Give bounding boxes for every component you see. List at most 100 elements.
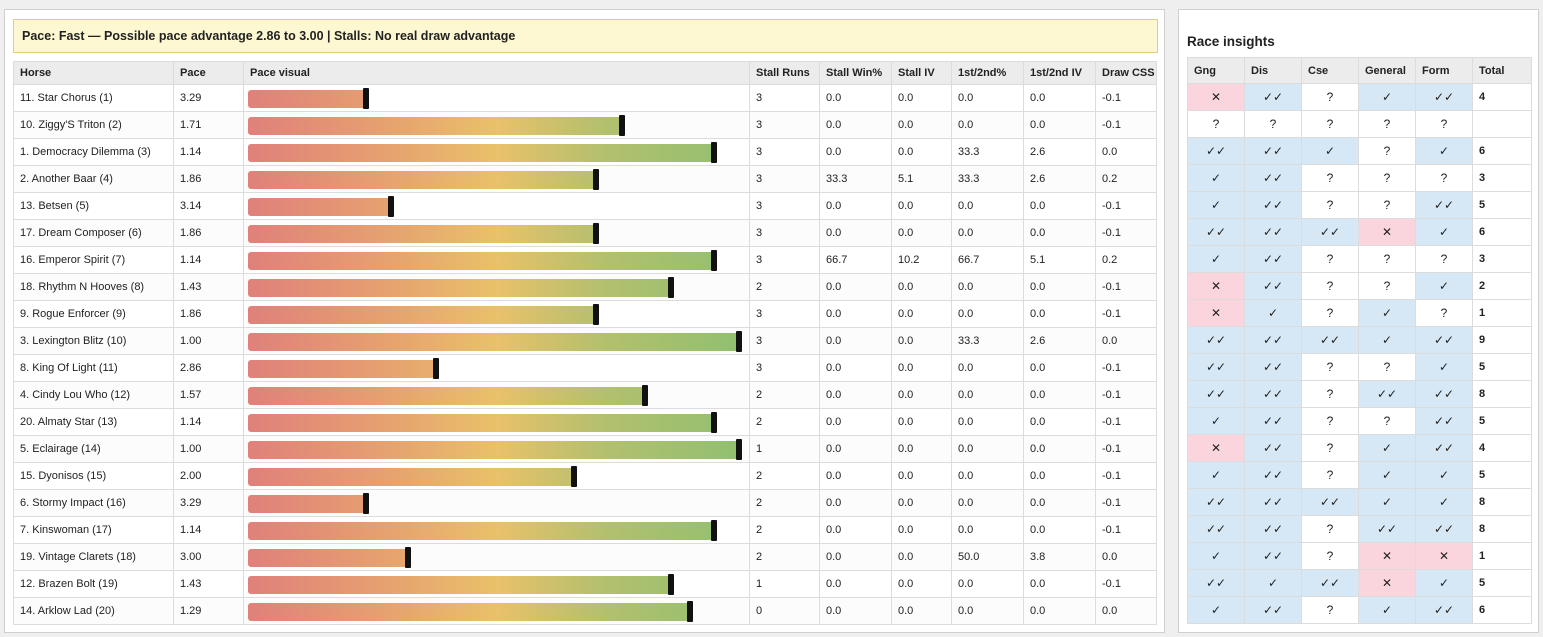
insight-form: ✓✓	[1415, 191, 1473, 219]
table-row[interactable]: 1. Democracy Dilemma (3) 1.14 3 0.0 0.0 33.3 2…	[13, 138, 1157, 166]
first-second: 50.0	[951, 543, 1024, 571]
stall-runs: 3	[749, 354, 820, 382]
pace-bar-track	[248, 168, 745, 190]
pace-value: 1.14	[173, 516, 244, 544]
col-stall-runs[interactable]: Stall Runs	[749, 61, 820, 85]
horse-name: 19. Vintage Clarets (18)	[13, 543, 174, 571]
table-row[interactable]: 12. Brazen Bolt (19) 1.43 1 0.0 0.0 0.0 0.0 -0.…	[13, 570, 1157, 598]
insights-row[interactable]: ✕ ✓✓? ✓ ✓✓ 4	[1187, 83, 1532, 111]
pace-bar-track	[248, 600, 745, 622]
insights-row[interactable]: ✓✓ ✓✓ ✓? ✓ 6	[1187, 137, 1532, 165]
col-cse[interactable]: Cse	[1301, 57, 1359, 84]
pace-visual-cell	[243, 327, 750, 355]
insights-row[interactable]: ✓✓ ✓✓ ✓✓ ✓ ✓ 8	[1187, 488, 1532, 516]
insight-total: 3	[1472, 245, 1532, 273]
insights-row[interactable]: ✓ ✓✓??? 3	[1187, 245, 1532, 273]
stall-runs: 3	[749, 138, 820, 166]
pace-bar	[248, 602, 690, 621]
pace-bar	[248, 251, 714, 270]
pace-bar-track	[248, 249, 745, 271]
pace-marker	[687, 600, 693, 622]
insights-row[interactable]: ✓ ✓✓?? ✓✓ 5	[1187, 191, 1532, 219]
insights-row[interactable]: ✕ ✓✓? ✓ ✓✓ 4	[1187, 434, 1532, 462]
table-row[interactable]: 10. Ziggy'S Triton (2) 1.71 3 0.0 0.0 0.0 0.0-…	[13, 111, 1157, 139]
insight-cse: ?	[1301, 245, 1359, 273]
table-row[interactable]: 5. Eclairage (14) 1.00 1 0.0 0.0 0.0 0.0 -0.1	[13, 435, 1157, 463]
insights-row[interactable]: ✓✓ ✓ ✓✓ ✕ ✓ 5	[1187, 569, 1532, 597]
col-total[interactable]: Total	[1472, 57, 1532, 84]
pace-bar-track	[248, 357, 745, 379]
insights-row[interactable]: ✓✓ ✓✓?? ✓ 5	[1187, 353, 1532, 381]
insight-form: ?	[1415, 110, 1473, 138]
first-second-iv: 0.0	[1023, 219, 1096, 247]
insights-row[interactable]: ✓✓ ✓✓? ✓✓ ✓✓ 8	[1187, 515, 1532, 543]
pace-value: 3.00	[173, 543, 244, 571]
table-row[interactable]: 4. Cindy Lou Who (12) 1.57 2 0.0 0.0 0.0 0.0 -0…	[13, 381, 1157, 409]
insights-row[interactable]: ✓ ✓✓? ✓ ✓✓ 6	[1187, 596, 1532, 624]
stall-runs: 2	[749, 489, 820, 517]
col-form[interactable]: Form	[1415, 57, 1473, 84]
table-row[interactable]: 7. Kinswoman (17) 1.14 2 0.0 0.0 0.0 0.0 -0.1	[13, 516, 1157, 544]
insights-row[interactable]: ✓✓ ✓✓ ✓✓ ✓ ✓✓ 9	[1187, 326, 1532, 354]
col-dis[interactable]: Dis	[1244, 57, 1302, 84]
table-row[interactable]: 3. Lexington Blitz (10) 1.00 3 0.0 0.0 33.3 2.…	[13, 327, 1157, 355]
table-row[interactable]: 14. Arklow Lad (20) 1.29 0 0.0 0.0 0.0 0.0 0.0	[13, 597, 1157, 625]
first-second: 0.0	[951, 408, 1024, 436]
table-row[interactable]: 15. Dyonisos (15) 2.00 2 0.0 0.0 0.0 0.0 -0.1	[13, 462, 1157, 490]
insights-row[interactable]: ✓ ✓✓??? 3	[1187, 164, 1532, 192]
table-row[interactable]: 6. Stormy Impact (16) 3.29 2 0.0 0.0 0.0 0.0 -0…	[13, 489, 1157, 517]
insights-row[interactable]: ✓ ✓✓?? ✓✓ 5	[1187, 407, 1532, 435]
first-second: 0.0	[951, 597, 1024, 625]
insight-cse: ?	[1301, 461, 1359, 489]
col-general[interactable]: General	[1358, 57, 1416, 84]
stall-runs: 2	[749, 381, 820, 409]
first-second: 33.3	[951, 138, 1024, 166]
draw-css: -0.1	[1095, 435, 1157, 463]
stall-win: 0.0	[819, 354, 892, 382]
table-row[interactable]: 17. Dream Composer (6) 1.86 3 0.0 0.0 0.0 0.0-…	[13, 219, 1157, 247]
col-draw-css[interactable]: Draw CSS	[1095, 61, 1157, 85]
insight-dis: ✓✓	[1244, 272, 1302, 300]
table-row[interactable]: 2. Another Baar (4) 1.86 3 33.3 5.1 33.3 2.6 0.…	[13, 165, 1157, 193]
draw-css: -0.1	[1095, 111, 1157, 139]
insight-gng: ✓	[1187, 542, 1245, 570]
table-row[interactable]: 20. Almaty Star (13) 1.14 2 0.0 0.0 0.0 0.0 -0.…	[13, 408, 1157, 436]
draw-css: 0.0	[1095, 543, 1157, 571]
table-row[interactable]: 8. King Of Light (11) 2.86 3 0.0 0.0 0.0 0.0 -0…	[13, 354, 1157, 382]
first-second-iv: 0.0	[1023, 300, 1096, 328]
table-row[interactable]: 18. Rhythm N Hooves (8) 1.43 2 0.0 0.0 0.0 0.0…	[13, 273, 1157, 301]
col-stall-iv[interactable]: Stall IV	[891, 61, 952, 85]
insights-row[interactable]: ✕ ✓✓?? ✓ 2	[1187, 272, 1532, 300]
col-first-second[interactable]: 1st/2nd%	[951, 61, 1024, 85]
insights-row[interactable]: ✓ ✓✓? ✕ ✕ 1	[1187, 542, 1532, 570]
table-row[interactable]: 19. Vintage Clarets (18) 3.00 2 0.0 0.0 50.0 3…	[13, 543, 1157, 571]
col-pace[interactable]: Pace	[173, 61, 244, 85]
first-second: 0.0	[951, 273, 1024, 301]
col-pace-visual[interactable]: Pace visual	[243, 61, 750, 85]
col-first-second-iv[interactable]: 1st/2nd IV	[1023, 61, 1096, 85]
col-horse[interactable]: Horse	[13, 61, 174, 85]
stall-win: 0.0	[819, 111, 892, 139]
col-gng[interactable]: Gng	[1187, 57, 1245, 84]
insight-general: ✓	[1358, 83, 1416, 111]
table-row[interactable]: 11. Star Chorus (1) 3.29 3 0.0 0.0 0.0 0.0 -0.1	[13, 84, 1157, 112]
table-row[interactable]: 9. Rogue Enforcer (9) 1.86 3 0.0 0.0 0.0 0.0 -0…	[13, 300, 1157, 328]
horse-name: 16. Emperor Spirit (7)	[13, 246, 174, 274]
insight-total: 5	[1472, 461, 1532, 489]
horse-name: 13. Betsen (5)	[13, 192, 174, 220]
insights-row[interactable]: ✕ ✓? ✓? 1	[1187, 299, 1532, 327]
pace-value: 1.71	[173, 111, 244, 139]
table-row[interactable]: 16. Emperor Spirit (7) 1.14 3 66.7 10.2 66.7 5…	[13, 246, 1157, 274]
col-stall-win[interactable]: Stall Win%	[819, 61, 892, 85]
table-row[interactable]: 13. Betsen (5) 3.14 3 0.0 0.0 0.0 0.0 -0.1	[13, 192, 1157, 220]
insights-row[interactable]: ✓ ✓✓? ✓ ✓ 5	[1187, 461, 1532, 489]
stall-win: 0.0	[819, 273, 892, 301]
stall-win: 0.0	[819, 570, 892, 598]
insights-row[interactable]: ✓✓ ✓✓? ✓✓ ✓✓ 8	[1187, 380, 1532, 408]
pace-value: 1.43	[173, 570, 244, 598]
pace-bar-track	[248, 465, 745, 487]
pace-bar	[248, 224, 596, 243]
insights-row[interactable]: ?????	[1187, 110, 1532, 138]
horse-name: 3. Lexington Blitz (10)	[13, 327, 174, 355]
insights-row[interactable]: ✓✓ ✓✓ ✓✓ ✕ ✓ 6	[1187, 218, 1532, 246]
